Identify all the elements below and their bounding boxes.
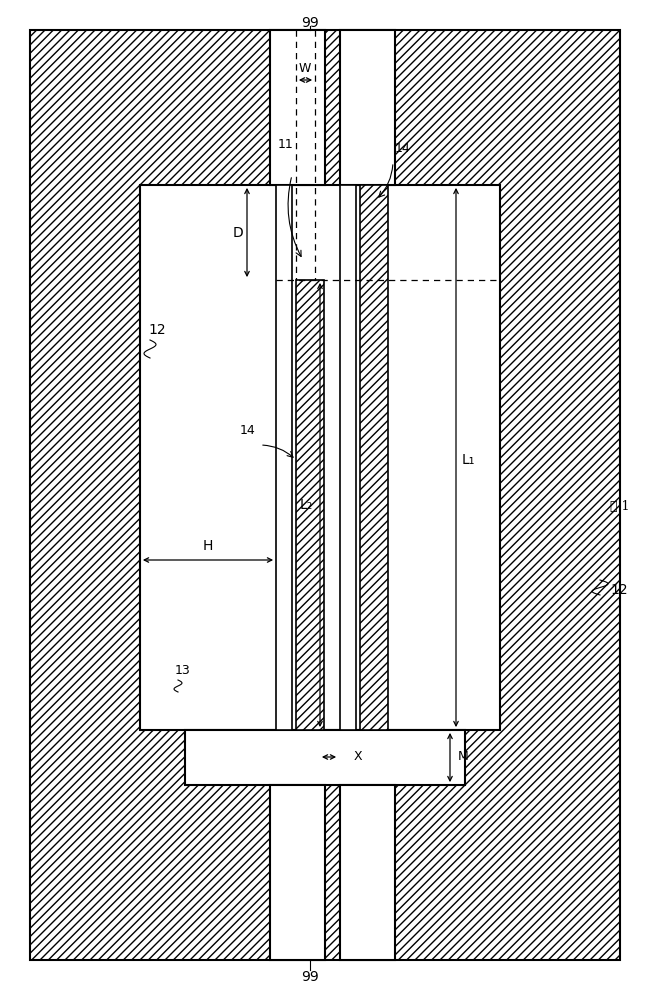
Bar	[340, 185, 356, 730]
Bar	[30, 30, 620, 960]
Text: X: X	[354, 750, 362, 764]
Bar	[340, 30, 395, 185]
Text: W: W	[299, 62, 311, 75]
Text: 13: 13	[175, 664, 191, 676]
Text: 99: 99	[301, 16, 319, 30]
Bar	[140, 185, 500, 730]
Text: M: M	[458, 750, 469, 764]
Bar	[296, 280, 324, 730]
Text: 14: 14	[239, 424, 255, 436]
Bar	[270, 30, 325, 185]
Text: 11: 11	[278, 138, 294, 151]
Text: H: H	[203, 539, 213, 553]
Text: L₁: L₁	[462, 453, 475, 467]
Bar	[360, 185, 388, 730]
Text: 99: 99	[301, 970, 319, 984]
Bar	[340, 785, 395, 960]
Text: 12: 12	[148, 323, 166, 337]
Text: 14: 14	[395, 141, 411, 154]
Text: 12: 12	[610, 583, 628, 597]
Bar	[270, 785, 325, 960]
Text: D: D	[233, 226, 243, 240]
Text: L₂: L₂	[300, 498, 313, 512]
Bar	[185, 730, 465, 785]
Bar	[276, 185, 292, 730]
Text: 图 1: 图 1	[610, 500, 630, 514]
